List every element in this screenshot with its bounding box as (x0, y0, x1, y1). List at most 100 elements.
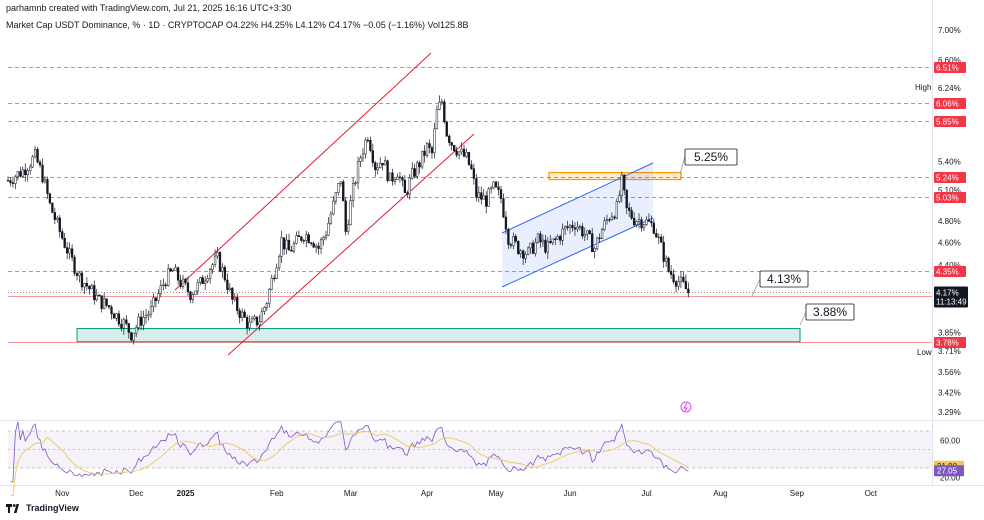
candle-body (465, 152, 468, 157)
candle-body (531, 242, 535, 254)
candle-body (632, 218, 636, 226)
price-axis[interactable]: 7.00% 6.60% 6.24% 5.40% 5.10% 4.80% 4.60% 4.40%… (915, 26, 968, 482)
time-label: Apr (421, 489, 434, 498)
time-label: 2025 (177, 489, 195, 498)
callouts: 5.25% 4.13% 3.88% (679, 148, 855, 326)
candle-body (349, 200, 352, 226)
time-axis[interactable]: Nov Dec 2025 Feb Mar Apr May Jun Jul Aug Sep Oct (55, 489, 878, 498)
candle-body (435, 109, 439, 130)
callout-label: 5.25% (694, 150, 728, 164)
candle-body (660, 236, 663, 243)
current-price-label: 4.17% (936, 289, 959, 298)
candle-body (231, 287, 234, 300)
candle-body (598, 237, 601, 239)
callout-label: 3.88% (813, 305, 847, 319)
candle-body (462, 148, 466, 157)
candle-body (551, 238, 554, 243)
time-label: Jul (641, 489, 651, 498)
candle-body (485, 195, 488, 207)
candle-body (546, 241, 549, 253)
candle-body (381, 162, 384, 166)
price-level-tag-label: 6.06% (936, 100, 959, 109)
candle-body (322, 237, 325, 241)
candle-body (383, 160, 387, 166)
rsi-value-tag (934, 465, 964, 477)
candle-body (211, 264, 214, 270)
candle-body (563, 226, 567, 230)
candle-body (620, 174, 623, 196)
candle-body (480, 192, 483, 200)
rsi-tick-label: 60.00 (940, 436, 961, 445)
candle-body (169, 268, 172, 271)
callout-box (805, 303, 855, 321)
rsi-value-tag-label: 27.05 (937, 467, 958, 476)
candle-body (453, 145, 456, 152)
candle-body (245, 317, 249, 329)
candle-body (221, 267, 224, 272)
candle-body (14, 176, 17, 184)
candle-body (154, 297, 158, 301)
candle-body (342, 181, 345, 202)
price-level-tag-label: 6.51% (936, 64, 959, 73)
price-tick-label: 4.60% (938, 238, 961, 247)
candle-body (411, 168, 414, 179)
candle-body (199, 277, 202, 283)
candle-body (243, 311, 246, 318)
candle-body (603, 220, 606, 230)
support-zone (76, 328, 801, 343)
candle-body (371, 150, 374, 163)
candle-body (174, 267, 177, 271)
candle-body (554, 238, 557, 240)
time-label: Dec (129, 489, 143, 498)
candle-body (73, 256, 76, 274)
time-label: Jun (564, 489, 577, 498)
candle-body (467, 152, 471, 166)
candle-body (268, 289, 271, 304)
candle-body (391, 172, 394, 182)
candle-body (191, 294, 195, 300)
candle-body (48, 193, 52, 204)
candle-body (536, 233, 540, 243)
candle-body (379, 162, 382, 169)
candle-body (524, 254, 527, 259)
price-tick-label: 7.00% (938, 26, 961, 35)
time-label: May (489, 489, 504, 498)
price-level-tag-label: 5.85% (936, 118, 959, 127)
candle-body (61, 231, 64, 239)
candle-body (544, 239, 547, 253)
candle-body (157, 293, 160, 301)
candle-body (586, 230, 589, 235)
candle-body (403, 179, 407, 193)
candle-body (307, 234, 310, 244)
price-level-tag-label: 3.78% (936, 339, 959, 348)
candle-body (132, 332, 135, 341)
candle-body (226, 279, 229, 290)
price-tick-label: 3.85% (938, 328, 961, 337)
candle-body (98, 294, 101, 297)
candle-body (662, 241, 665, 262)
price-level-tag (934, 62, 966, 73)
candle-body (36, 149, 39, 163)
price-level-tag (934, 98, 966, 109)
candle-body (401, 177, 404, 181)
price-tick-label: 5.40% (938, 157, 961, 166)
tradingview-brand[interactable]: TradingView (6, 503, 79, 513)
candle-body (125, 319, 128, 324)
candle-body (314, 245, 318, 248)
candle-body (566, 226, 569, 228)
candle-body (416, 162, 419, 177)
price-tick-label: 3.71% (938, 347, 961, 356)
candle-body (571, 224, 574, 229)
candle-body (364, 139, 367, 155)
symbol-line: Market Cap USDT Dominance, % · 1D · CRYP… (6, 20, 469, 30)
candle-body (517, 240, 520, 254)
candle-body (287, 239, 291, 251)
candle-body (514, 236, 517, 242)
candle-body (448, 135, 451, 143)
price-tick-label: 6.24% (938, 84, 961, 93)
rsi-pane (8, 421, 932, 497)
price-tick-label: 3.29% (938, 408, 961, 417)
candle-body (189, 291, 192, 300)
candle-body (255, 316, 259, 326)
